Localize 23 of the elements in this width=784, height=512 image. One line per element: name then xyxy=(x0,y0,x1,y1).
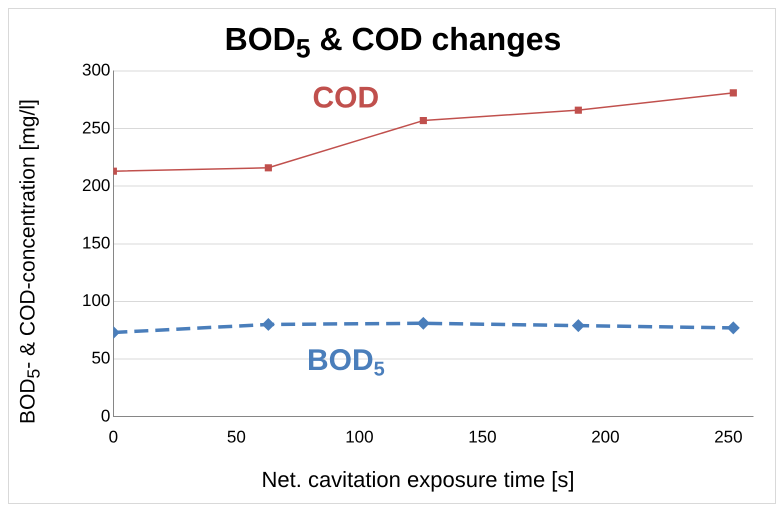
x-tick-label: 200 xyxy=(591,427,620,446)
y-tick-label: 300 xyxy=(82,60,110,80)
y-tick-label: 200 xyxy=(82,176,110,195)
point xyxy=(728,322,740,334)
y-tick-label: 150 xyxy=(82,233,110,252)
point xyxy=(420,116,427,124)
point xyxy=(730,89,737,96)
y-tick-label: 100 xyxy=(82,291,110,310)
x-tick-label: 50 xyxy=(226,427,246,446)
x-tick-label: 100 xyxy=(345,427,374,446)
y-tick-label: 0 xyxy=(100,406,110,426)
point xyxy=(574,106,582,114)
chart-title: BOD$_{5}$ & COD changes xyxy=(224,21,562,64)
point xyxy=(572,320,584,332)
y-tick-label: 50 xyxy=(91,348,110,368)
x-tick-label: 250 xyxy=(714,427,743,446)
point xyxy=(264,164,272,172)
series-label: COD xyxy=(312,81,380,114)
point xyxy=(418,318,430,330)
x-tick-label: 150 xyxy=(468,427,497,446)
y-tick-label: 250 xyxy=(82,118,110,138)
point xyxy=(262,318,274,330)
x-axis-title: Net. cavitation exposure time [s] xyxy=(260,467,576,493)
